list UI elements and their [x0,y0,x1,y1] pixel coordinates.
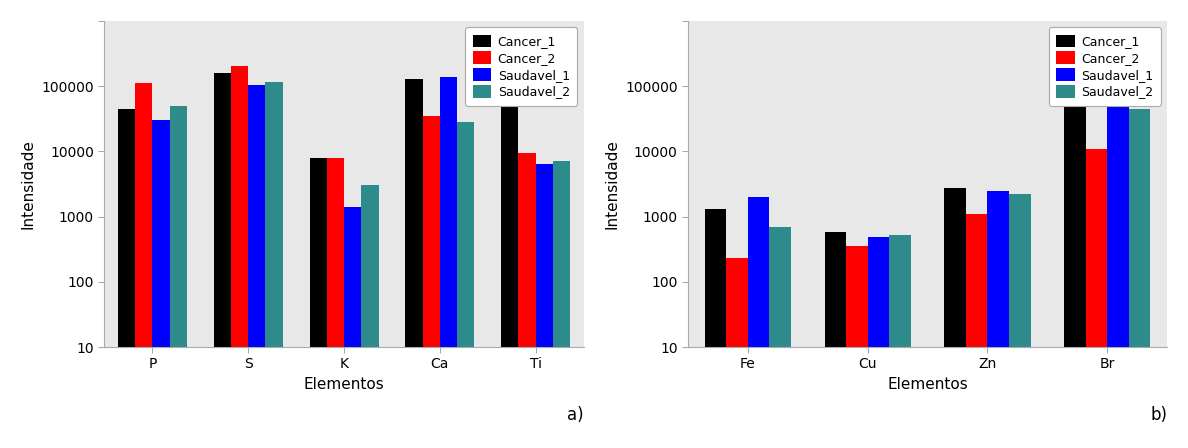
Bar [501,94,518,448]
Bar [966,214,987,448]
Bar [890,235,911,448]
Bar [1064,81,1086,448]
Text: b): b) [1150,406,1167,424]
Bar [248,85,265,448]
Bar [987,190,1009,448]
Bar [704,209,726,448]
Bar [1129,109,1150,448]
Bar [214,73,230,448]
Bar [230,66,248,448]
Bar [536,164,552,448]
Bar [440,77,457,448]
Bar [748,197,770,448]
Bar [944,189,966,448]
Legend: Cancer_1, Cancer_2, Saudavel_1, Saudavel_2: Cancer_1, Cancer_2, Saudavel_1, Saudavel… [1049,27,1161,106]
Bar [310,158,327,448]
Bar [405,79,423,448]
Bar [152,120,170,448]
Bar [770,227,791,448]
Text: a): a) [567,406,583,424]
Bar [552,161,570,448]
Bar [518,153,536,448]
Bar [265,82,283,448]
Bar [1107,98,1129,448]
Bar [118,109,135,448]
Bar [867,237,890,448]
Bar [423,116,440,448]
Bar [824,232,846,448]
X-axis label: Elementos: Elementos [887,377,968,392]
X-axis label: Elementos: Elementos [304,377,385,392]
Legend: Cancer_1, Cancer_2, Saudavel_1, Saudavel_2: Cancer_1, Cancer_2, Saudavel_1, Saudavel… [466,27,577,106]
Bar [345,207,361,448]
Y-axis label: Intensidade: Intensidade [605,139,619,229]
Bar [846,246,867,448]
Bar [457,122,474,448]
Bar [1086,149,1107,448]
Y-axis label: Intensidade: Intensidade [21,139,36,229]
Bar [170,106,187,448]
Bar [1009,194,1031,448]
Bar [726,258,748,448]
Bar [361,185,379,448]
Bar [135,83,152,448]
Bar [327,158,345,448]
